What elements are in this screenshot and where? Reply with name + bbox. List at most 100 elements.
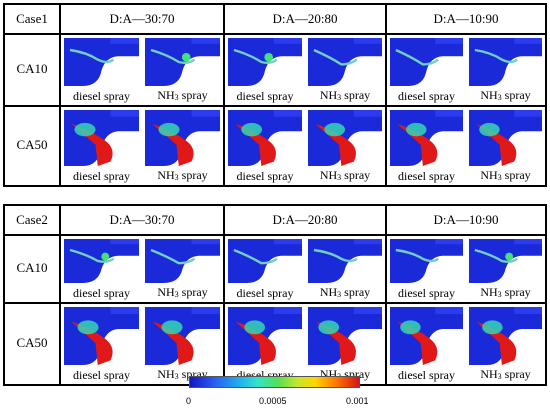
chamber-head [273,38,302,44]
chamber-head [191,38,220,44]
caption-nh3-prefix: NH [480,168,498,182]
chamber-head [353,110,382,117]
spray-plume [397,124,438,166]
chamber-head [514,38,542,44]
spray-plume [152,124,194,166]
diesel-spray-snapshot: diesel spray [228,239,302,301]
caption-nh3-prefix: NH [157,367,175,381]
colorbar-tick-mid: 0.0005 [259,396,287,406]
caption-diesel: diesel spray [236,169,294,183]
diesel-spray-snapshot: diesel spray [390,110,463,184]
chamber-head [191,307,220,314]
chamber-region [228,307,302,365]
spray-halo [482,320,503,335]
diesel-spray-snapshot: diesel spray [228,110,302,184]
spray-halo [400,320,421,335]
spray-core [505,252,514,261]
simulation-contour [390,110,463,166]
caption-nh3-subscript: 3 [497,290,502,299]
caption-diesel: diesel spray [73,89,130,103]
spray-plume [233,48,278,64]
caption-nh3-subscript: 3 [174,173,179,182]
spray-halo [241,122,263,137]
diesel-spray-snapshot: diesel spray [390,38,463,104]
caption-nh3-suffix: spray [501,88,531,102]
nh3-spray-snapshot: NH3 spray [308,239,382,301]
caption-nh3-prefix: NH [480,285,498,299]
caption-diesel: diesel spray [236,89,294,103]
chamber-region [390,110,463,166]
caption-diesel: diesel spray [398,368,455,382]
spray-plume [235,321,276,365]
caption-nh3-subscript: 3 [174,372,179,381]
caption-nh3-subscript: 3 [497,372,502,381]
grid-row-divider [5,234,545,236]
spray-plume [395,248,439,263]
chamber-head [435,110,463,117]
caption-nh3-subscript: 3 [337,290,342,299]
chamber-head [435,307,463,314]
ratio-column-header: D:A—30:70 [109,11,175,26]
spray-halo [158,122,180,137]
caption-diesel: diesel spray [73,169,130,183]
ratio-column-header: D:A—10:90 [433,11,499,26]
grid-col-divider [223,5,225,185]
caption-nh3-prefix: NH [157,168,175,182]
caption-nh3: NH3 spray [308,286,382,300]
chamber-head [273,307,302,314]
nh3-spray-snapshot: NH3 spray [145,38,220,104]
spray-plume [150,248,196,265]
simulation-contour [390,307,463,365]
chamber-head [514,239,542,245]
spray-plume [315,124,356,166]
caption-nh3-prefix: NH [319,285,338,299]
ratio-column-header: D:A—20:80 [272,11,338,26]
grid-col-divider [59,206,61,384]
caption-nh3-subscript: 3 [174,93,179,102]
crank-angle-row-label: CA10 [16,260,48,275]
chamber-region [308,38,382,86]
chamber-head [110,307,139,314]
case-label: Case1 [16,11,48,26]
grid-row-divider [5,105,59,107]
simulation-contour [64,307,139,365]
spray-plume [235,124,276,166]
ratio-column-header: D:A—20:80 [272,212,338,227]
simulation-contour [228,110,302,166]
spray-plume [313,248,358,263]
caption-nh3-prefix: NH [157,285,175,299]
chamber-region [145,239,220,283]
crank-angle-row-label: CA10 [16,61,48,76]
chamber-head [273,239,302,245]
spray-halo [244,320,265,335]
grid-row-divider [5,302,59,304]
caption-nh3-prefix: NH [319,168,338,182]
caption-nh3: NH3 spray [469,368,542,382]
spray-plume [395,48,439,66]
ratio-column-header: D:A—10:90 [433,212,499,227]
simulation-contour [228,307,302,365]
diesel-spray-snapshot: diesel spray [390,307,463,383]
caption-diesel: diesel spray [398,89,455,103]
nh3-spray-snapshot: NH3 spray [145,110,220,184]
caption-nh3-suffix: spray [178,285,208,299]
ratio-column-header: D:A—30:70 [109,212,175,227]
spray-halo [324,122,345,137]
simulation-contour [308,239,382,283]
simulation-contour [308,38,382,86]
diesel-spray-snapshot: diesel spray [64,38,139,104]
colorbar-tick-max: 0.001 [346,396,369,406]
diesel-spray-snapshot: diesel spray [390,239,463,301]
chamber-head [514,110,542,117]
spray-halo [77,320,99,335]
chamber-head [110,110,139,117]
chamber-head [514,307,542,314]
caption-nh3-prefix: NH [480,367,498,381]
chamber-head [353,307,382,314]
simulation-contour [145,38,220,86]
caption-diesel: diesel spray [398,286,455,300]
colorbar-gradient [189,376,360,388]
caption-nh3: NH3 spray [469,89,542,103]
caption-nh3-subscript: 3 [497,173,502,182]
spray-core [101,252,110,261]
